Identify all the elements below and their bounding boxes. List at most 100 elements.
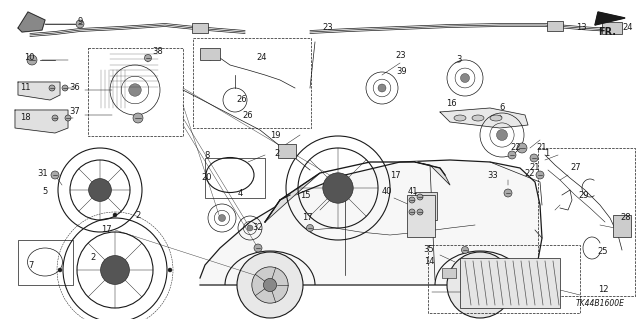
Circle shape	[27, 55, 37, 65]
Bar	[460, 258, 560, 308]
Circle shape	[517, 143, 527, 153]
Polygon shape	[200, 160, 542, 285]
Bar	[205, 158, 265, 198]
Polygon shape	[265, 173, 320, 222]
Text: 2: 2	[90, 254, 95, 263]
Text: 24: 24	[622, 24, 632, 33]
Circle shape	[76, 20, 84, 28]
Circle shape	[58, 268, 62, 272]
Circle shape	[497, 130, 508, 140]
Bar	[442, 268, 456, 278]
Text: 17: 17	[302, 213, 312, 222]
Circle shape	[409, 209, 415, 215]
Polygon shape	[15, 110, 68, 133]
Circle shape	[52, 115, 58, 121]
Circle shape	[462, 267, 498, 303]
Bar	[200, 48, 220, 60]
Text: FR.: FR.	[598, 27, 616, 37]
Text: 4: 4	[238, 189, 243, 197]
Text: 8: 8	[205, 151, 210, 160]
Text: TK44B1600E: TK44B1600E	[576, 299, 625, 308]
Circle shape	[461, 247, 468, 254]
Text: 15: 15	[300, 190, 310, 199]
Circle shape	[88, 179, 111, 201]
Circle shape	[307, 225, 314, 232]
Bar	[613, 215, 631, 237]
Text: 39: 39	[396, 68, 406, 77]
Circle shape	[168, 268, 172, 272]
Circle shape	[536, 171, 544, 179]
Text: 13: 13	[576, 24, 587, 33]
Polygon shape	[18, 82, 60, 100]
Text: 26: 26	[236, 95, 246, 105]
Circle shape	[65, 115, 71, 121]
Ellipse shape	[490, 115, 502, 121]
Text: 3: 3	[456, 56, 461, 64]
Circle shape	[247, 225, 253, 231]
Text: 21: 21	[536, 144, 547, 152]
Bar	[415, 192, 437, 220]
Circle shape	[409, 197, 415, 203]
Circle shape	[323, 173, 353, 203]
Text: 25: 25	[597, 248, 607, 256]
Ellipse shape	[454, 115, 466, 121]
Text: 7: 7	[28, 261, 33, 270]
Text: 22: 22	[524, 168, 534, 177]
Text: 9: 9	[78, 18, 83, 26]
Text: 37: 37	[69, 108, 80, 116]
Text: 29: 29	[578, 190, 589, 199]
Circle shape	[417, 194, 423, 200]
Text: 33: 33	[487, 170, 498, 180]
Circle shape	[530, 154, 538, 162]
Circle shape	[252, 267, 288, 303]
Text: 20: 20	[202, 173, 212, 182]
Circle shape	[461, 73, 470, 83]
Text: 27: 27	[570, 162, 580, 172]
Circle shape	[133, 113, 143, 123]
Bar	[547, 21, 563, 31]
Bar	[18, 240, 73, 285]
Bar	[538, 148, 635, 296]
Text: 23: 23	[322, 24, 333, 33]
Circle shape	[49, 85, 55, 91]
Bar	[602, 22, 622, 34]
Circle shape	[508, 151, 516, 159]
Circle shape	[264, 278, 276, 292]
Text: 28: 28	[620, 213, 630, 222]
Circle shape	[113, 213, 117, 217]
Circle shape	[100, 256, 129, 285]
Text: 11: 11	[20, 83, 31, 92]
Text: 2: 2	[135, 211, 140, 219]
Text: 10: 10	[24, 54, 35, 63]
Text: 2: 2	[274, 149, 279, 158]
Bar	[192, 23, 208, 33]
Circle shape	[378, 84, 386, 92]
Text: 14: 14	[424, 257, 435, 266]
Text: 18: 18	[20, 114, 31, 122]
Circle shape	[254, 244, 262, 252]
Text: 1: 1	[544, 149, 549, 158]
Text: 22: 22	[510, 144, 520, 152]
Bar	[278, 144, 296, 158]
Text: 23: 23	[395, 51, 406, 61]
Text: 17: 17	[101, 226, 111, 234]
Text: 24: 24	[256, 53, 266, 62]
Circle shape	[51, 171, 59, 179]
Text: 26: 26	[242, 110, 253, 120]
Text: 40: 40	[381, 188, 392, 197]
Text: 19: 19	[270, 130, 280, 139]
Text: 17: 17	[390, 170, 401, 180]
Text: 5: 5	[43, 188, 48, 197]
Circle shape	[62, 85, 68, 91]
Text: 38: 38	[152, 48, 163, 56]
Circle shape	[129, 84, 141, 96]
Circle shape	[145, 55, 152, 62]
Text: 6: 6	[500, 103, 505, 113]
Polygon shape	[18, 12, 45, 32]
Text: 21: 21	[529, 164, 540, 173]
Circle shape	[447, 252, 513, 318]
Bar	[193, 38, 311, 128]
Circle shape	[417, 209, 423, 215]
Text: 12: 12	[598, 286, 609, 294]
Bar	[88, 48, 183, 136]
